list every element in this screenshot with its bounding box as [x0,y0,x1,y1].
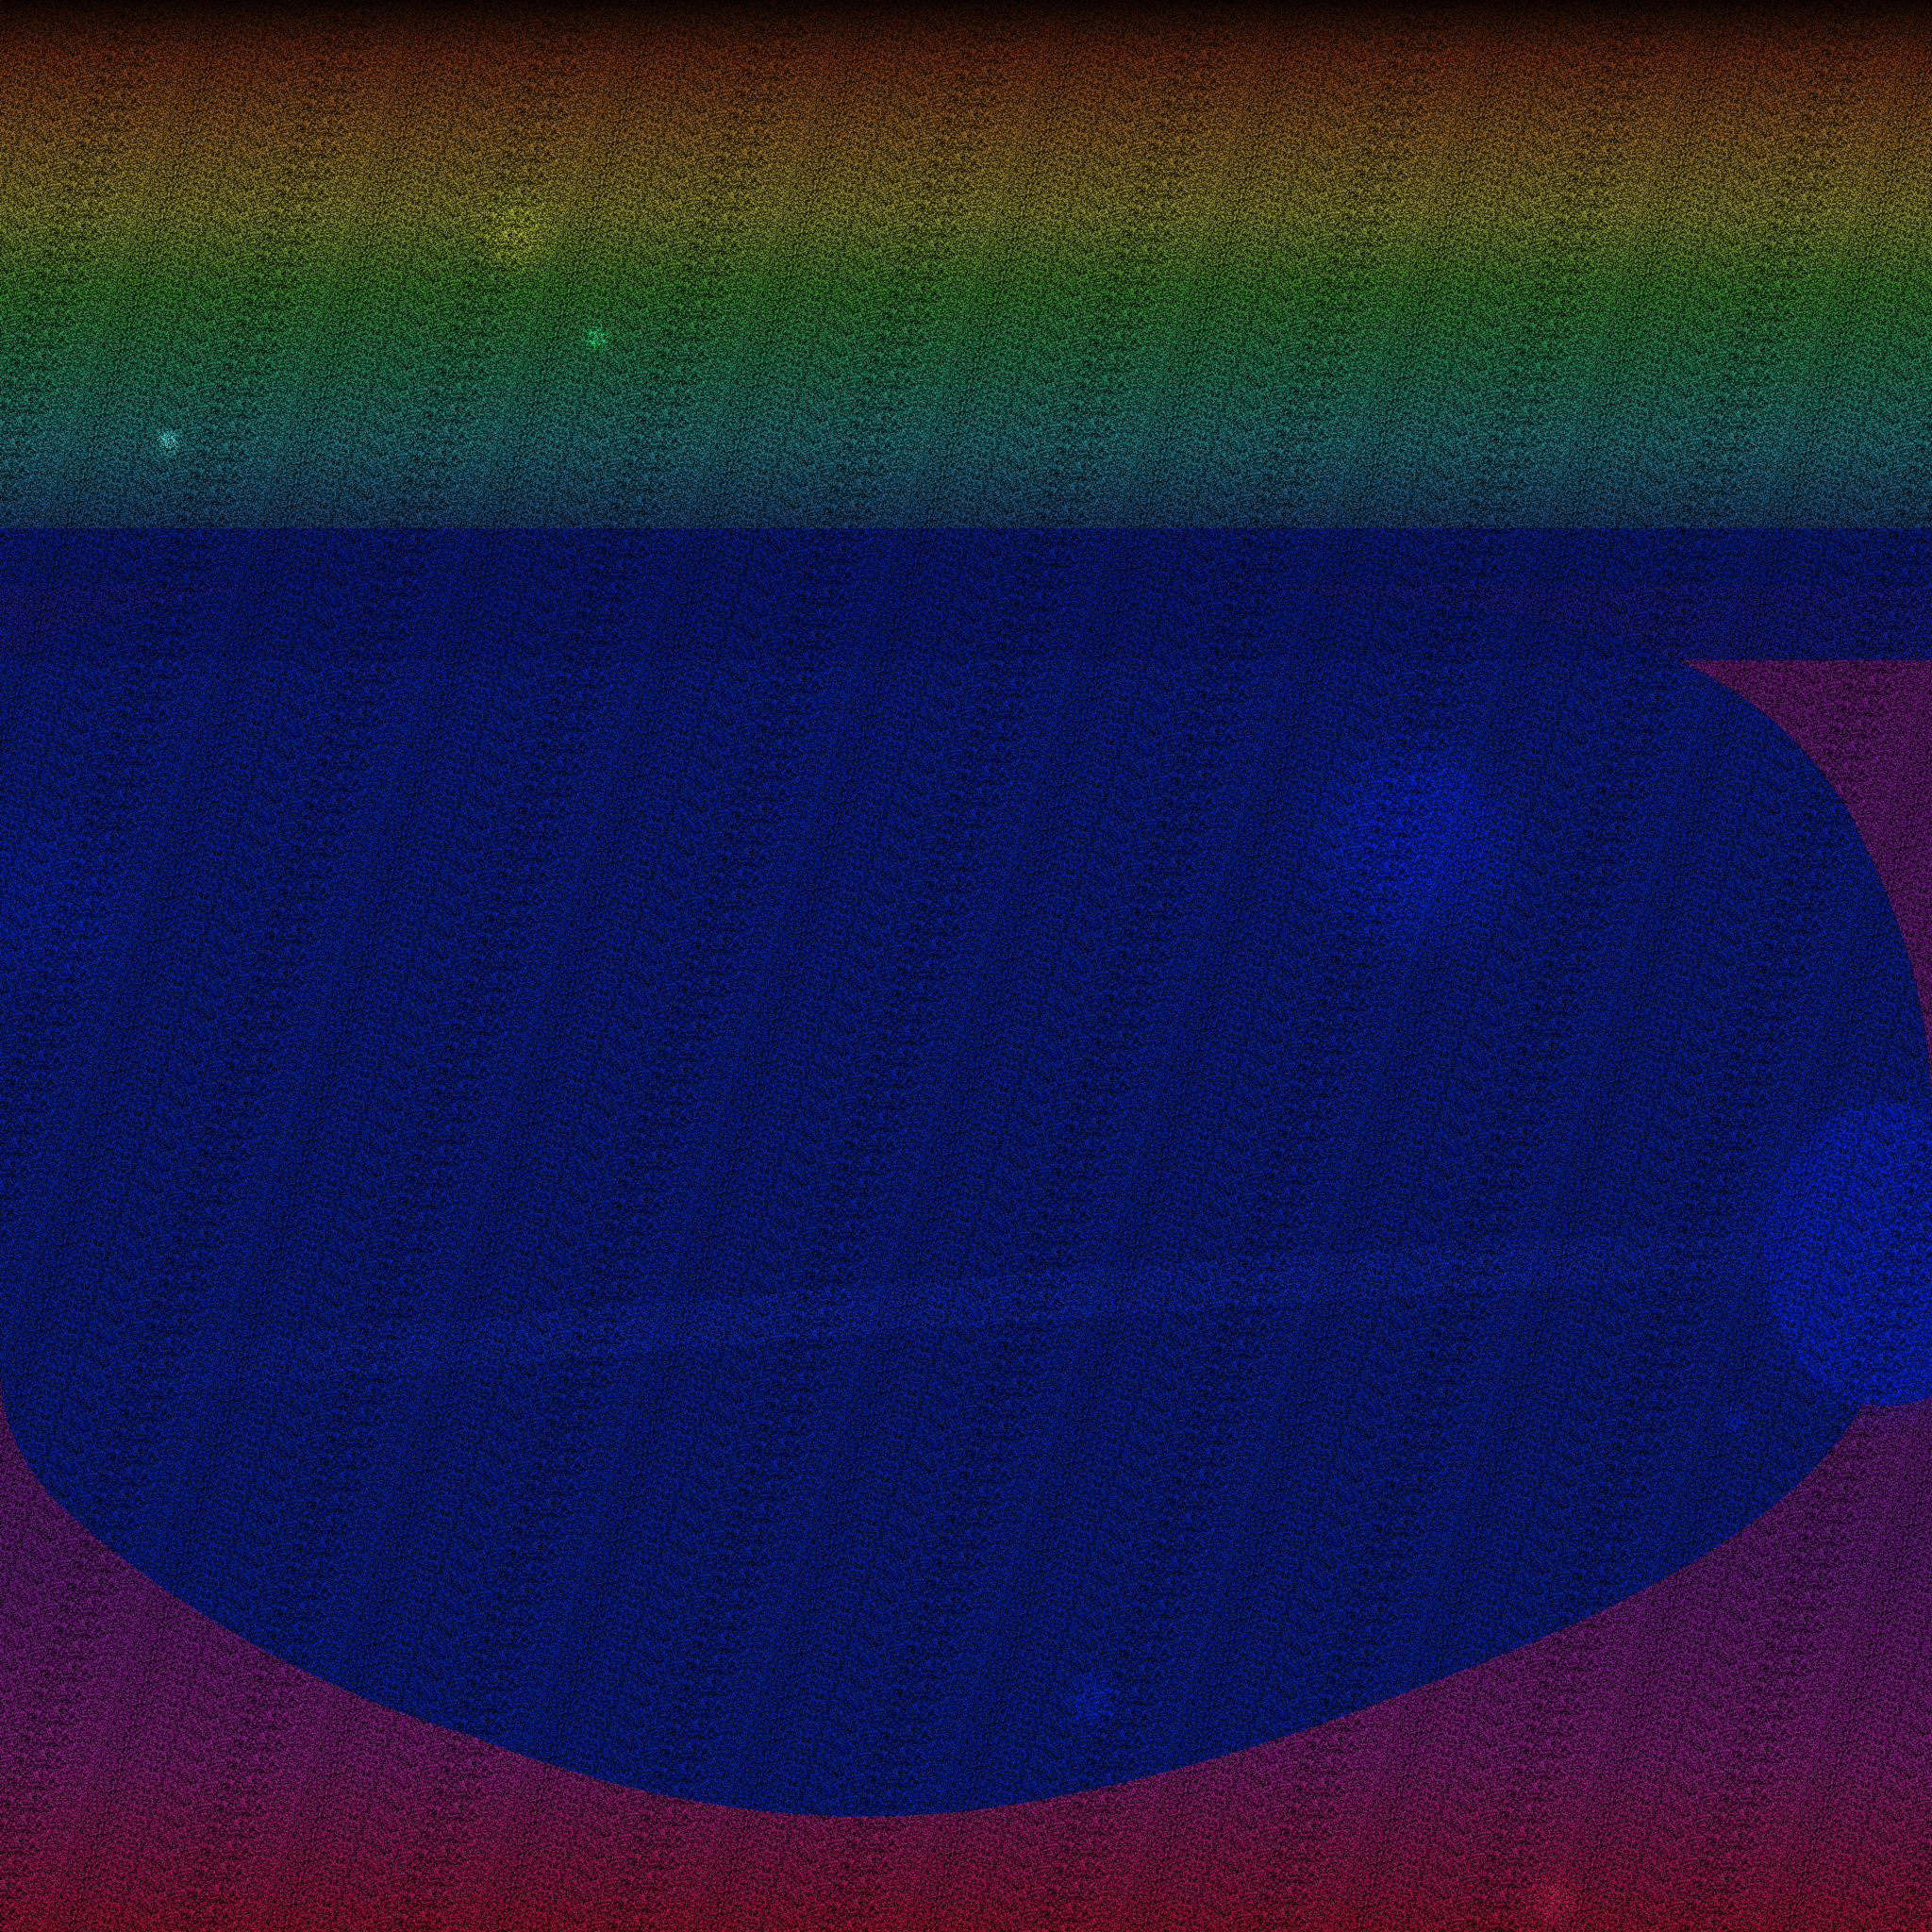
noise-grain-overlay [0,0,1932,1932]
false-color-image [0,0,1932,1932]
